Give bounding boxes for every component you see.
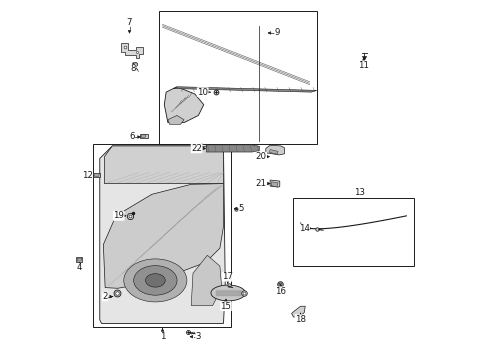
- Text: 14: 14: [299, 224, 310, 233]
- Text: 20: 20: [256, 152, 267, 161]
- Text: 1: 1: [160, 332, 165, 341]
- Text: 8: 8: [130, 64, 136, 73]
- Text: 5: 5: [239, 204, 244, 213]
- Polygon shape: [77, 258, 82, 261]
- Text: 13: 13: [354, 188, 365, 197]
- Polygon shape: [100, 144, 225, 323]
- Text: 21: 21: [256, 179, 267, 188]
- Text: 22: 22: [191, 144, 202, 153]
- Text: 18: 18: [295, 315, 306, 324]
- Text: 6: 6: [129, 132, 135, 141]
- Text: 15: 15: [220, 302, 231, 311]
- Polygon shape: [141, 135, 146, 137]
- Polygon shape: [173, 87, 317, 92]
- Bar: [76, 257, 82, 262]
- Text: 16: 16: [275, 287, 286, 296]
- Ellipse shape: [124, 259, 187, 302]
- Polygon shape: [168, 116, 184, 125]
- Bar: [294, 198, 414, 266]
- Polygon shape: [270, 149, 278, 154]
- Polygon shape: [95, 174, 99, 176]
- Polygon shape: [211, 285, 245, 301]
- Text: 4: 4: [76, 264, 82, 273]
- Bar: [140, 134, 148, 138]
- Polygon shape: [103, 184, 223, 288]
- Text: 9: 9: [274, 28, 280, 37]
- Text: 12: 12: [82, 171, 93, 180]
- Polygon shape: [292, 306, 305, 317]
- Text: 19: 19: [113, 211, 124, 220]
- Text: 3: 3: [196, 332, 201, 341]
- Text: 7: 7: [127, 18, 132, 27]
- Bar: [93, 144, 231, 327]
- Text: 11: 11: [358, 61, 369, 70]
- Text: 10: 10: [197, 87, 208, 96]
- Ellipse shape: [146, 274, 165, 287]
- Ellipse shape: [134, 266, 177, 295]
- Polygon shape: [266, 145, 285, 155]
- Polygon shape: [164, 87, 204, 123]
- Polygon shape: [191, 255, 221, 306]
- Polygon shape: [122, 43, 143, 58]
- Polygon shape: [271, 182, 278, 187]
- Bar: [93, 173, 100, 177]
- Text: 2: 2: [102, 292, 108, 301]
- Polygon shape: [206, 145, 259, 152]
- Polygon shape: [104, 146, 223, 184]
- Polygon shape: [270, 180, 280, 187]
- Bar: [159, 12, 317, 144]
- Text: 17: 17: [222, 272, 233, 281]
